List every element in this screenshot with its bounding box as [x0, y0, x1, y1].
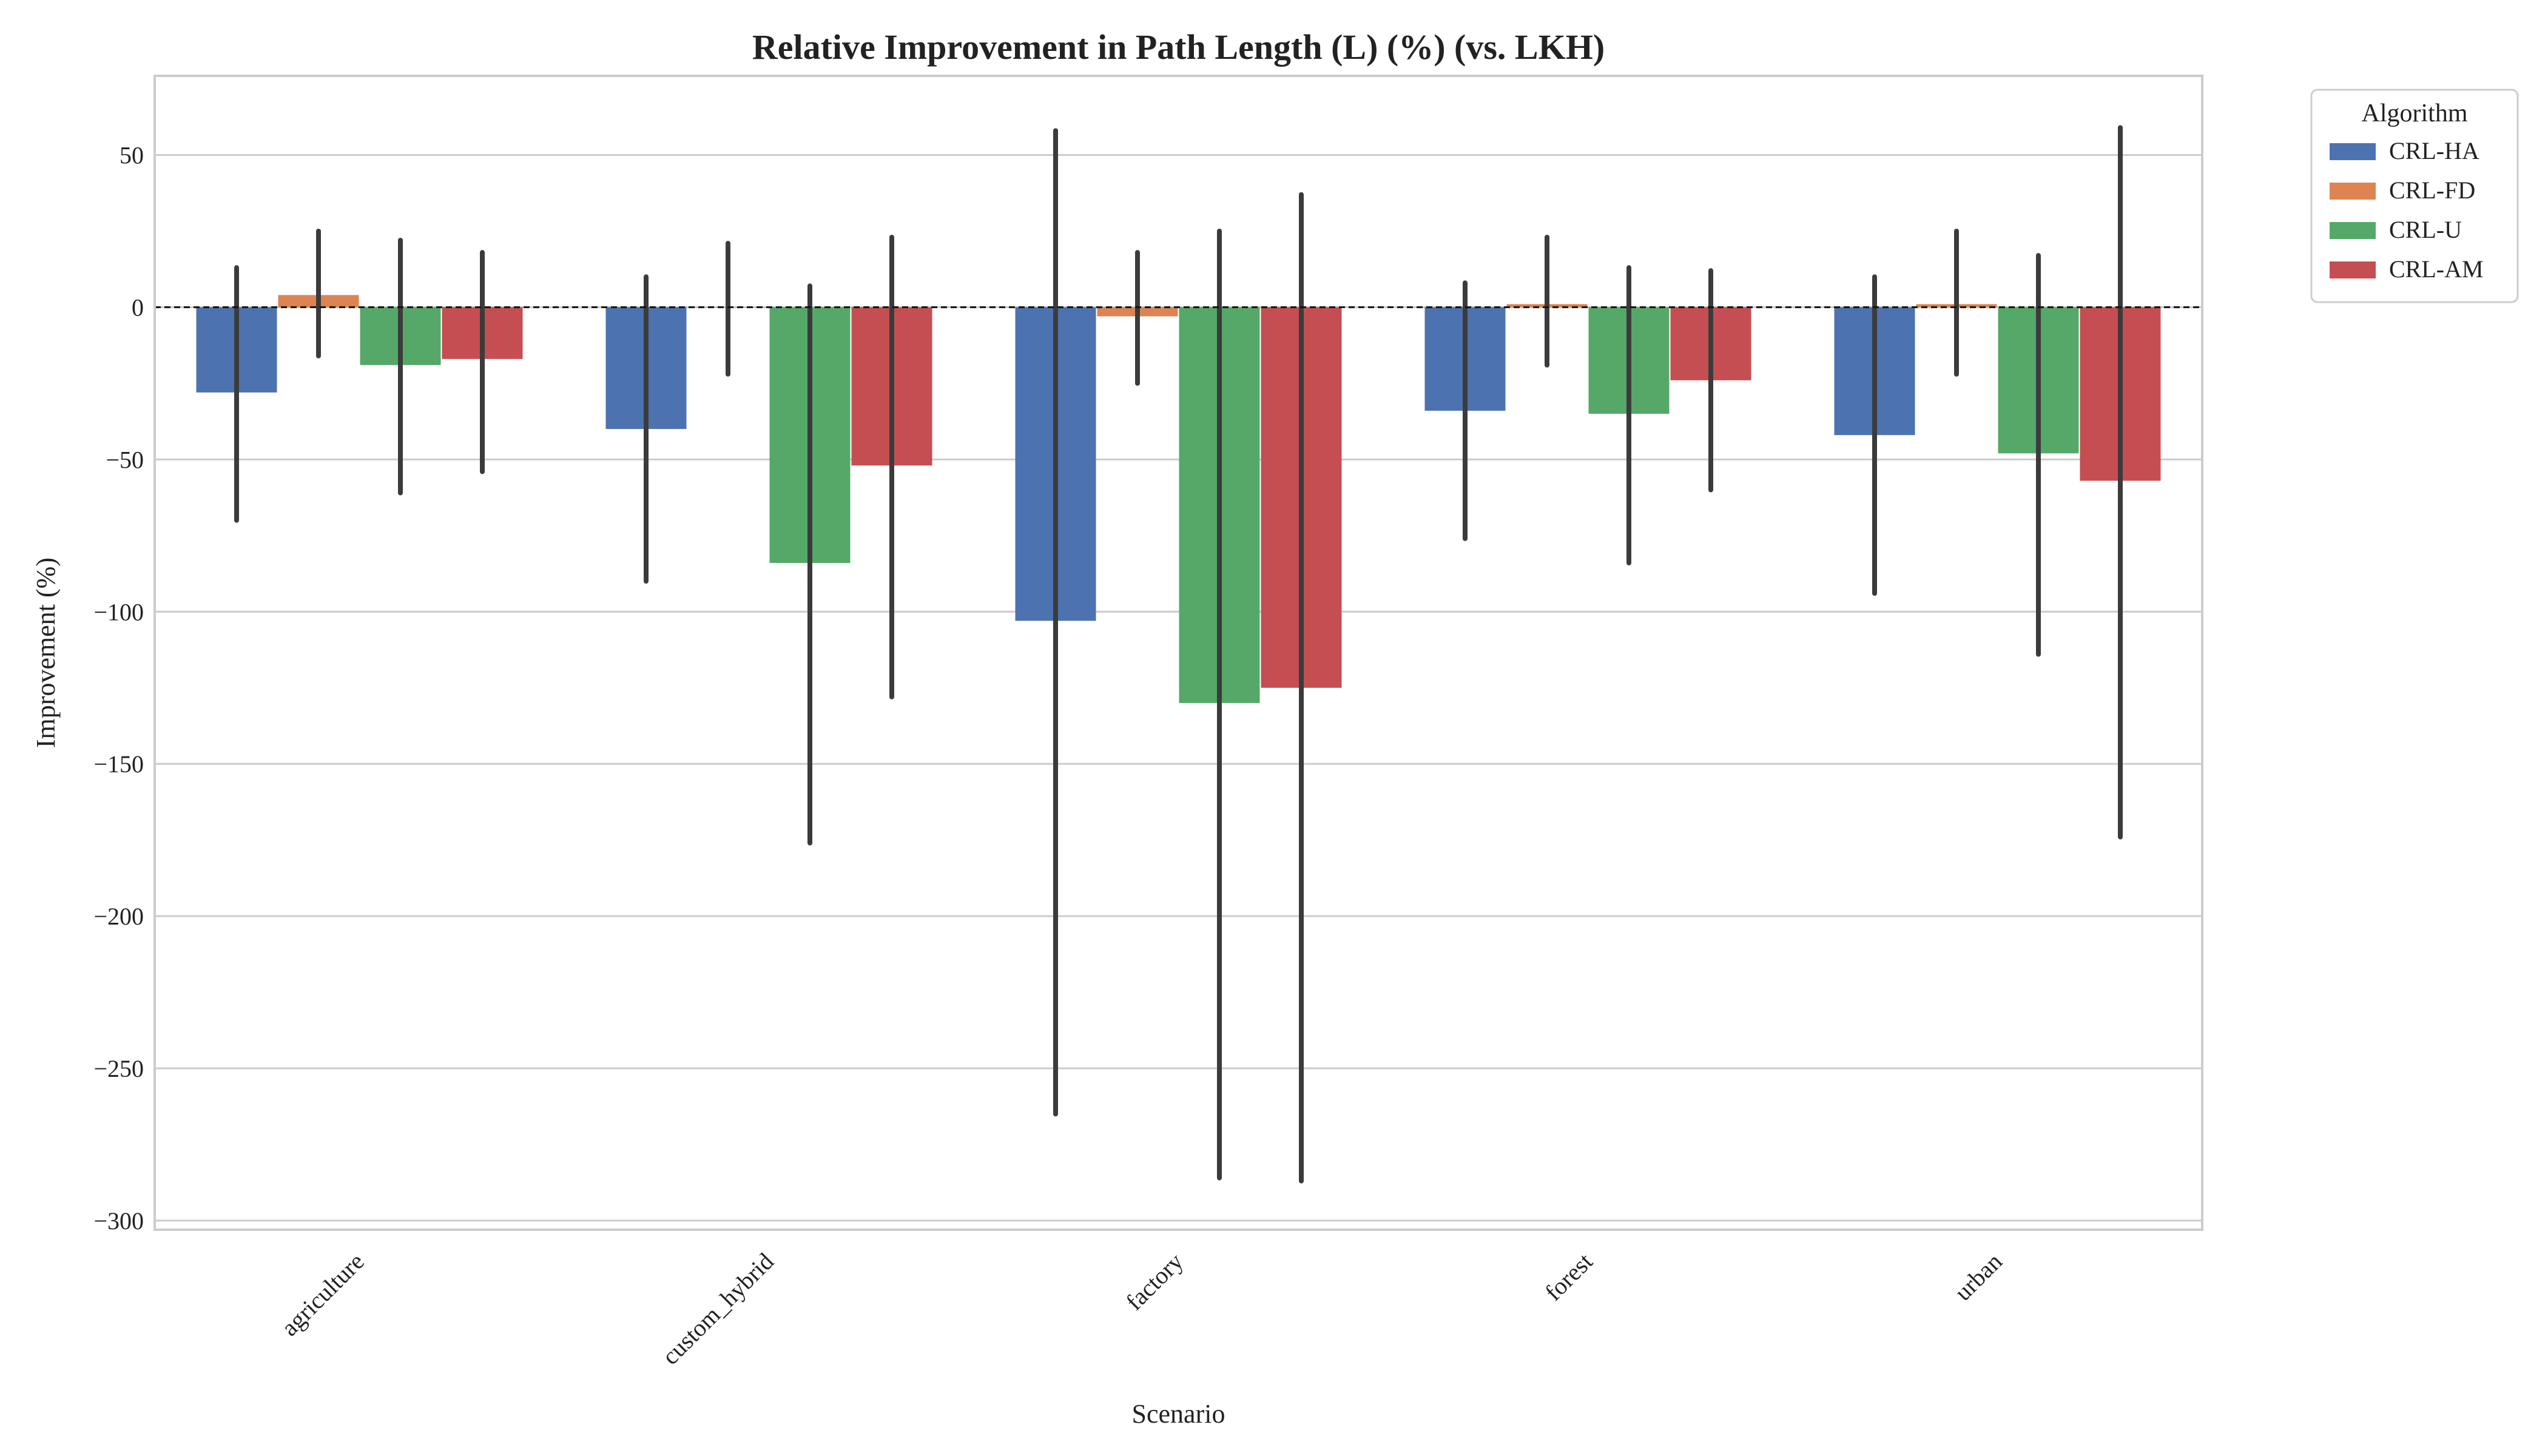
y-axis-label: Improvement (%): [31, 558, 61, 748]
y-tick-label: 0: [132, 294, 144, 321]
y-tick-label: −50: [106, 446, 144, 473]
y-tick-label: −100: [93, 598, 144, 625]
legend-items: CRL-HA CRL-FD CRL-U CRL-AM: [2330, 137, 2484, 283]
legend-swatch-crl-ha: [2330, 143, 2376, 160]
legend-label-crl-u: CRL-U: [2389, 216, 2462, 243]
x-tick-label: forest: [1540, 1248, 1598, 1306]
x-tick-label: urban: [1949, 1248, 2007, 1306]
legend-label-crl-fd: CRL-FD: [2389, 177, 2475, 204]
y-tick-label: −300: [93, 1207, 144, 1235]
plot-frame: [153, 75, 2203, 1231]
legend-label-crl-am: CRL-AM: [2389, 255, 2484, 283]
y-tick-labels: 50 0 −50 −100 −150 −200 −250 −300: [93, 141, 144, 1234]
legend-swatch-crl-am: [2330, 261, 2376, 278]
error-bars: [234, 125, 2123, 1184]
legend: Algorithm CRL-HA CRL-FD CRL-U CRL-AM: [2310, 89, 2519, 303]
y-tick-label: −250: [93, 1055, 144, 1082]
x-tick-label: agriculture: [276, 1248, 369, 1341]
bars: [196, 295, 2161, 703]
y-tick-label: −200: [93, 903, 144, 930]
x-axis-label: Scenario: [1132, 1399, 1225, 1429]
legend-title: Algorithm: [2362, 99, 2468, 127]
y-tick-label: −150: [93, 750, 144, 778]
x-tick-labels: agriculture custom_hybrid factory forest urb…: [276, 1248, 2007, 1370]
legend-swatch-crl-u: [2330, 222, 2376, 239]
legend-box: [2310, 89, 2519, 303]
legend-label-crl-ha: CRL-HA: [2389, 137, 2479, 164]
chart-title: Relative Improvement in Path Length (L) …: [752, 27, 1605, 67]
x-tick-label: custom_hybrid: [656, 1248, 779, 1370]
y-tick-label: 50: [120, 141, 144, 169]
legend-swatch-crl-fd: [2330, 183, 2376, 200]
plot-border: [153, 75, 2203, 1231]
x-tick-label: factory: [1121, 1248, 1188, 1316]
